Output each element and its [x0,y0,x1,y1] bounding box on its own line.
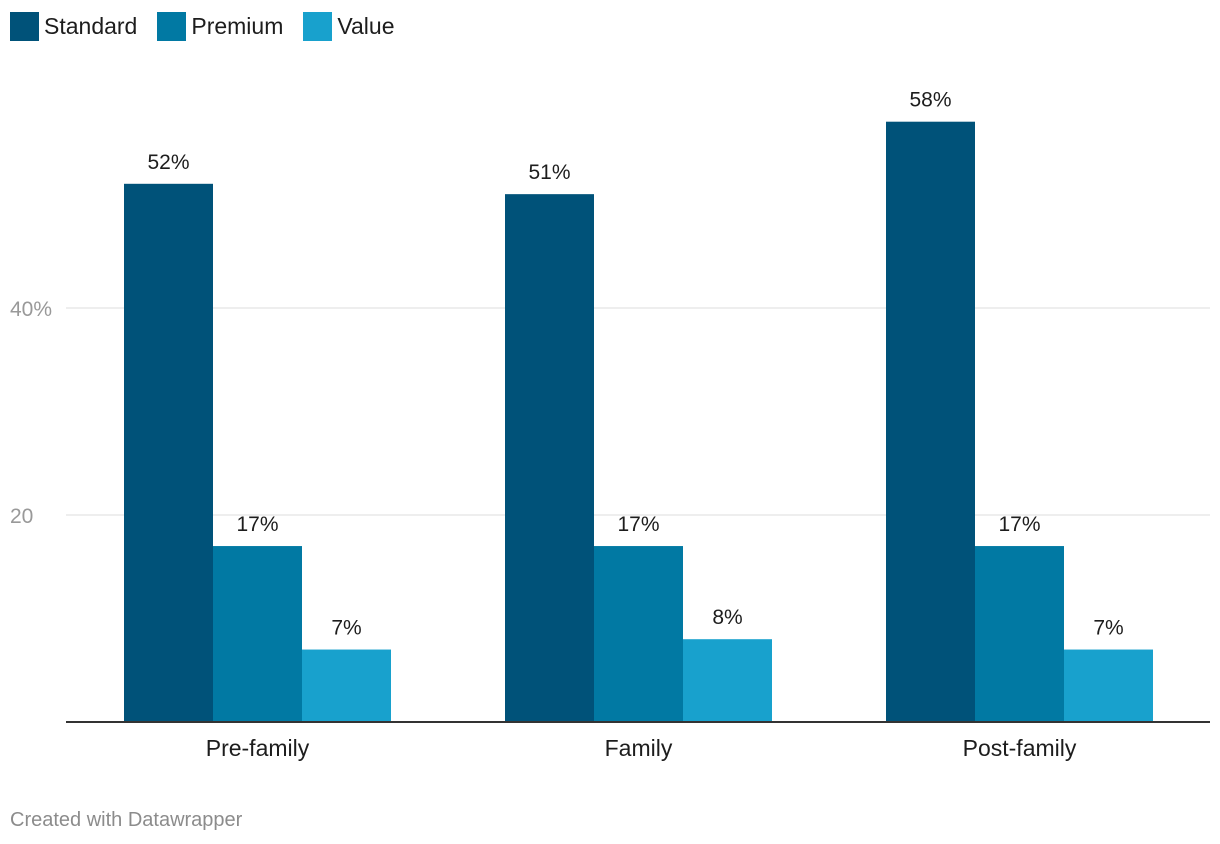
data-label-standard-1: 51% [528,161,570,184]
legend-swatch-premium [157,12,187,41]
bar-chart: 20 40% 52% 51% 58% 17% 17% 17% 7% 8% 7% Pre-family F… [10,89,1210,761]
data-label-premium-2: 17% [998,513,1040,536]
legend-label-value: Value [337,13,395,39]
bar-premium-2 [975,546,1064,722]
x-tick-label-2: Post-family [963,735,1077,761]
legend-item-premium: Premium [157,12,283,41]
bar-standard-2 [886,121,975,722]
data-label-premium-0: 17% [236,513,278,536]
y-tick-label-0: 20 [10,505,33,528]
legend-label-premium: Premium [191,13,284,39]
data-label-premium-1: 17% [617,513,659,536]
y-tick-label-1: 40% [10,298,52,321]
legend-label-standard: Standard [44,13,138,39]
bar-premium-0 [213,546,302,722]
data-label-value-2: 7% [1093,617,1123,640]
data-label-standard-2: 58% [909,89,951,112]
data-label-value-1: 8% [712,606,742,629]
data-label-value-0: 7% [331,617,361,640]
footer-credit: Created with Datawrapper [10,809,243,831]
x-tick-label-0: Pre-family [206,735,310,761]
data-label-standard-0: 52% [147,151,189,174]
legend-item-standard: Standard [10,12,137,41]
x-tick-label-1: Family [605,735,673,761]
bar-value-0 [302,649,391,722]
bar-value-1 [683,639,772,722]
legend-item-value: Value [303,12,395,41]
legend-swatch-standard [10,12,39,41]
bar-standard-1 [505,194,594,722]
legend-swatch-value [303,12,333,41]
bar-premium-1 [594,546,683,722]
chart-legend: Standard Premium Value [10,12,415,41]
bar-value-2 [1064,649,1153,722]
bar-standard-0 [124,183,213,723]
